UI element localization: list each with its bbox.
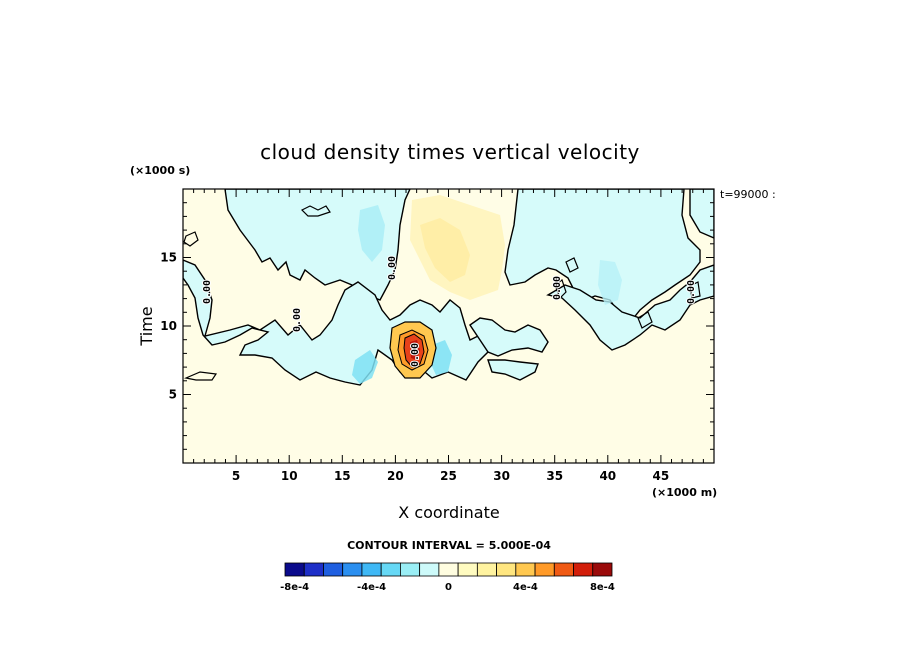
colorbar-swatch: [573, 562, 594, 577]
x-axis-label: X coordinate: [398, 503, 499, 522]
colorbar-swatch: [284, 562, 305, 577]
colorbar-tick-label: 8e-4: [590, 582, 615, 593]
y-tick-label: 15: [160, 251, 177, 265]
heatmap-peak-hot: [410, 340, 420, 360]
heatmap-region-top-right-corner: [689, 189, 714, 239]
contour-value-label: 0.00: [552, 276, 563, 300]
chart-title: cloud density times vertical velocity: [260, 140, 640, 164]
colorbar-swatch: [361, 562, 382, 577]
x-tick-label: 5: [232, 469, 240, 483]
heatmap-shade-blue-left: [358, 205, 385, 262]
colorbar-ticks: -8e-4 -4e-4 0 4e-4 8e-4: [280, 582, 615, 593]
x-tick-label: 25: [440, 469, 457, 483]
contour-value-label: 0.00: [202, 280, 213, 304]
contour-island-2: [183, 371, 218, 381]
contour-island-5: [565, 257, 579, 273]
contour-labels: 0.00 0.00 0.00 0.00 0.00 0.00: [201, 255, 698, 368]
contour-value-label: 0.00: [686, 280, 697, 304]
contour-island-1: [183, 231, 199, 247]
y-tick-label: 10: [160, 319, 177, 333]
colorbar-swatch: [534, 562, 555, 577]
contour-interval-label: CONTOUR INTERVAL = 5.000E-04: [347, 539, 551, 552]
heatmap-region-lower-band: [487, 359, 539, 381]
x-tick-label: 30: [493, 469, 510, 483]
colorbar-swatch: [323, 562, 344, 577]
contour-island-3: [300, 205, 331, 217]
x-tick-label: 35: [546, 469, 563, 483]
contour-value-label: 0.00: [410, 343, 421, 367]
x-tick-label: 10: [281, 469, 298, 483]
x-tick-label: 40: [599, 469, 616, 483]
y-axis-label: Time: [137, 306, 156, 346]
heatmap-region-right-lower: [546, 264, 714, 351]
colorbar-swatch: [380, 562, 401, 577]
colorbar-tick-label: -4e-4: [357, 582, 386, 593]
y-tick-label: 5: [169, 388, 177, 402]
heatmap-shade-blue-lower-left: [352, 350, 378, 384]
colorbar-swatch: [419, 562, 440, 577]
contour-value-label: 0.00: [292, 308, 303, 332]
x-tick-label: 15: [334, 469, 351, 483]
contour-island-4: [554, 279, 567, 300]
colorbar-swatch: [342, 562, 363, 577]
x-axis: 5 10 15 20 25 30 35 40 45: [193, 189, 704, 483]
plot-area: [183, 189, 714, 463]
contour-island-7: [689, 281, 701, 299]
colorbar-swatch: [303, 562, 324, 577]
x-tick-label: 45: [653, 469, 670, 483]
y-unit-label: (×1000 s): [130, 164, 190, 177]
colorbar-swatch: [515, 562, 536, 577]
contour-island-6: [637, 311, 653, 329]
y-axis: 5 10 15: [160, 202, 714, 450]
x-tick-label: 20: [387, 469, 404, 483]
colorbar-tick-label: 4e-4: [513, 582, 538, 593]
colorbar-swatch: [592, 562, 613, 577]
colorbar-swatch: [438, 562, 459, 577]
timestamp-label: t=99000 :: [720, 188, 776, 201]
heatmap-region-mid-right: [469, 317, 549, 357]
colorbar-swatch: [400, 562, 421, 577]
colorbar-tick-label: -8e-4: [280, 582, 309, 593]
colorbar: [284, 562, 613, 577]
colorbar-swatch: [553, 562, 574, 577]
contour-value-label: 0.00: [387, 256, 398, 280]
heatmap-shade-blue-right: [598, 260, 622, 305]
x-unit-label: (×1000 m): [652, 486, 717, 499]
colorbar-tick-label: 0: [445, 582, 452, 593]
colorbar-swatch: [457, 562, 478, 577]
colorbar-swatch: [476, 562, 497, 577]
heatmap-region-central-positive-2: [420, 218, 470, 282]
colorbar-swatch: [496, 562, 517, 577]
